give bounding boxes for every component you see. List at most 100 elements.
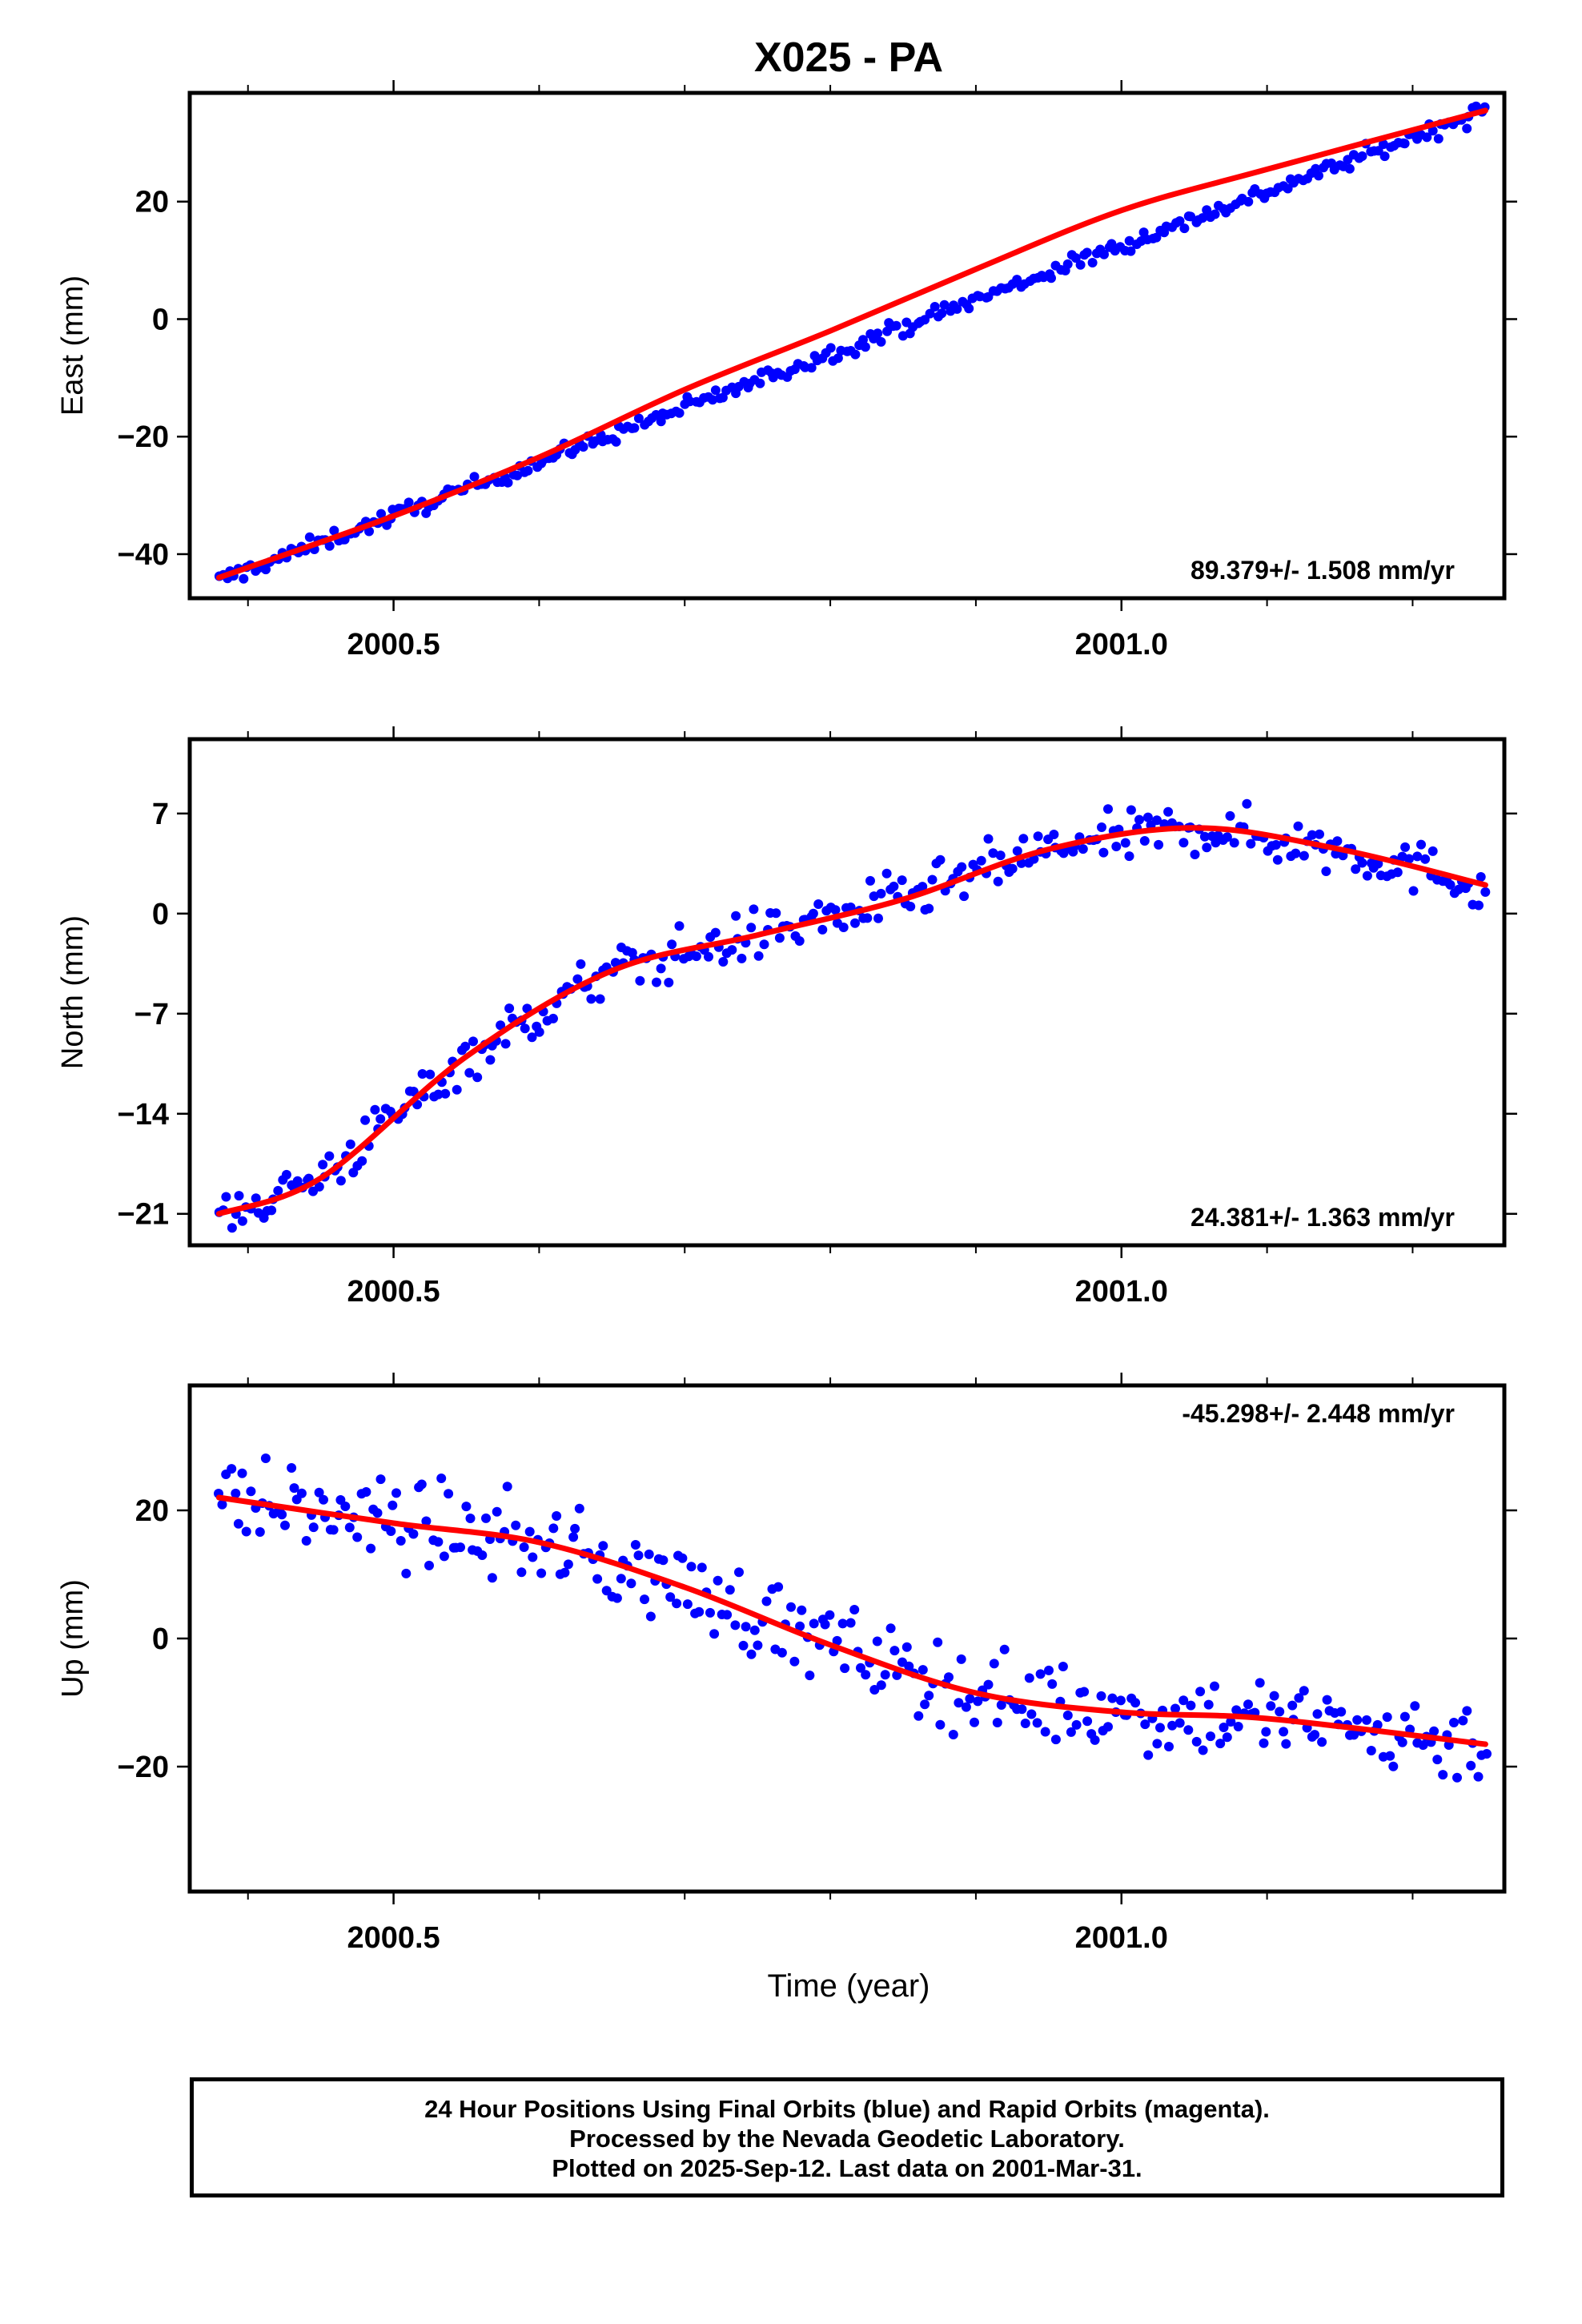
y-tick-label: −14	[118, 1098, 169, 1132]
data-point	[1445, 879, 1456, 890]
data-point	[601, 1586, 612, 1596]
data-point	[511, 1520, 521, 1530]
data-point	[469, 472, 480, 482]
data-point	[460, 1041, 471, 1051]
data-point	[366, 1543, 376, 1554]
data-point	[939, 300, 950, 310]
data-point	[860, 342, 870, 352]
x-tick-label: 2000.5	[347, 628, 440, 661]
data-point	[1062, 259, 1073, 269]
data-point	[1115, 1695, 1126, 1706]
data-point	[1033, 831, 1043, 842]
data-point	[1404, 854, 1414, 864]
data-point	[1400, 842, 1411, 852]
data-point	[820, 1619, 830, 1630]
north-fit-line	[215, 825, 1488, 1217]
data-point	[251, 1193, 261, 1204]
data-point	[1392, 867, 1403, 878]
data-point	[1452, 1772, 1462, 1783]
data-point	[944, 1672, 954, 1683]
east-fit-line	[215, 107, 1488, 581]
data-point	[956, 1654, 966, 1664]
data-point	[1070, 253, 1081, 263]
data-point	[221, 1192, 231, 1202]
data-point	[862, 913, 873, 923]
data-point	[1062, 1711, 1073, 1720]
data-point	[292, 1176, 303, 1186]
data-point	[261, 565, 271, 575]
data-point	[710, 927, 721, 938]
data-point	[786, 1602, 796, 1612]
data-point	[1096, 1691, 1106, 1701]
data-point	[897, 875, 907, 886]
data-point	[1281, 1739, 1291, 1749]
data-point	[777, 1647, 787, 1658]
data-point	[1410, 1701, 1420, 1711]
data-point	[1186, 211, 1196, 222]
data-point	[504, 1003, 515, 1014]
data-point	[1279, 1727, 1289, 1737]
data-point	[904, 1661, 914, 1671]
data-point	[808, 908, 818, 919]
data-point	[1126, 246, 1136, 256]
data-point	[485, 1055, 496, 1065]
data-point	[1362, 1715, 1371, 1725]
data-point	[1408, 886, 1419, 896]
data-point	[1266, 1701, 1276, 1711]
data-point	[920, 1699, 930, 1710]
data-point	[386, 1526, 396, 1536]
data-point	[548, 1523, 559, 1534]
data-point	[456, 1542, 465, 1553]
data-point	[629, 423, 640, 433]
data-point	[1233, 1722, 1243, 1731]
data-point	[722, 1610, 733, 1620]
data-point	[1120, 838, 1130, 848]
data-point	[856, 1663, 865, 1673]
data-point	[408, 1087, 419, 1096]
data-point	[1198, 1745, 1208, 1755]
data-point	[1012, 846, 1022, 856]
data-point	[340, 1502, 351, 1511]
data-point	[440, 1088, 451, 1099]
data-point	[749, 1625, 760, 1635]
data-point	[983, 1679, 994, 1690]
data-point	[1275, 1707, 1285, 1717]
data-point	[633, 413, 644, 424]
data-point	[496, 1020, 506, 1031]
data-point	[217, 1499, 227, 1510]
north-y-axis-label: North (mm)	[56, 915, 90, 1069]
data-point	[523, 465, 533, 476]
x-axis-label: Time (year)	[767, 1968, 930, 2004]
data-point	[352, 1532, 363, 1542]
data-point	[1231, 1705, 1242, 1715]
data-point	[771, 908, 781, 919]
data-point	[548, 1013, 558, 1023]
data-point	[1272, 854, 1283, 865]
data-point	[487, 1573, 497, 1583]
data-point	[880, 1670, 890, 1680]
data-point	[1152, 815, 1162, 826]
data-point	[738, 1640, 749, 1651]
data-point	[674, 408, 685, 418]
data-point	[973, 1696, 983, 1707]
data-point	[1433, 134, 1443, 144]
data-point	[477, 1550, 488, 1560]
data-point	[1416, 839, 1426, 850]
data-point	[674, 921, 685, 931]
data-point	[996, 1700, 1006, 1710]
data-point	[1090, 1735, 1100, 1745]
data-point	[805, 1671, 815, 1681]
data-point	[830, 905, 841, 915]
data-point	[1322, 1695, 1332, 1705]
data-point	[873, 913, 883, 923]
data-point	[234, 1191, 244, 1201]
data-point	[664, 977, 674, 987]
data-point	[408, 1529, 419, 1539]
data-point	[1124, 851, 1134, 862]
data-point	[572, 974, 583, 984]
data-point	[917, 1665, 928, 1675]
data-point	[753, 951, 764, 961]
data-point	[1243, 1699, 1253, 1710]
data-point	[595, 994, 605, 1004]
y-tick-label: 0	[152, 303, 169, 336]
